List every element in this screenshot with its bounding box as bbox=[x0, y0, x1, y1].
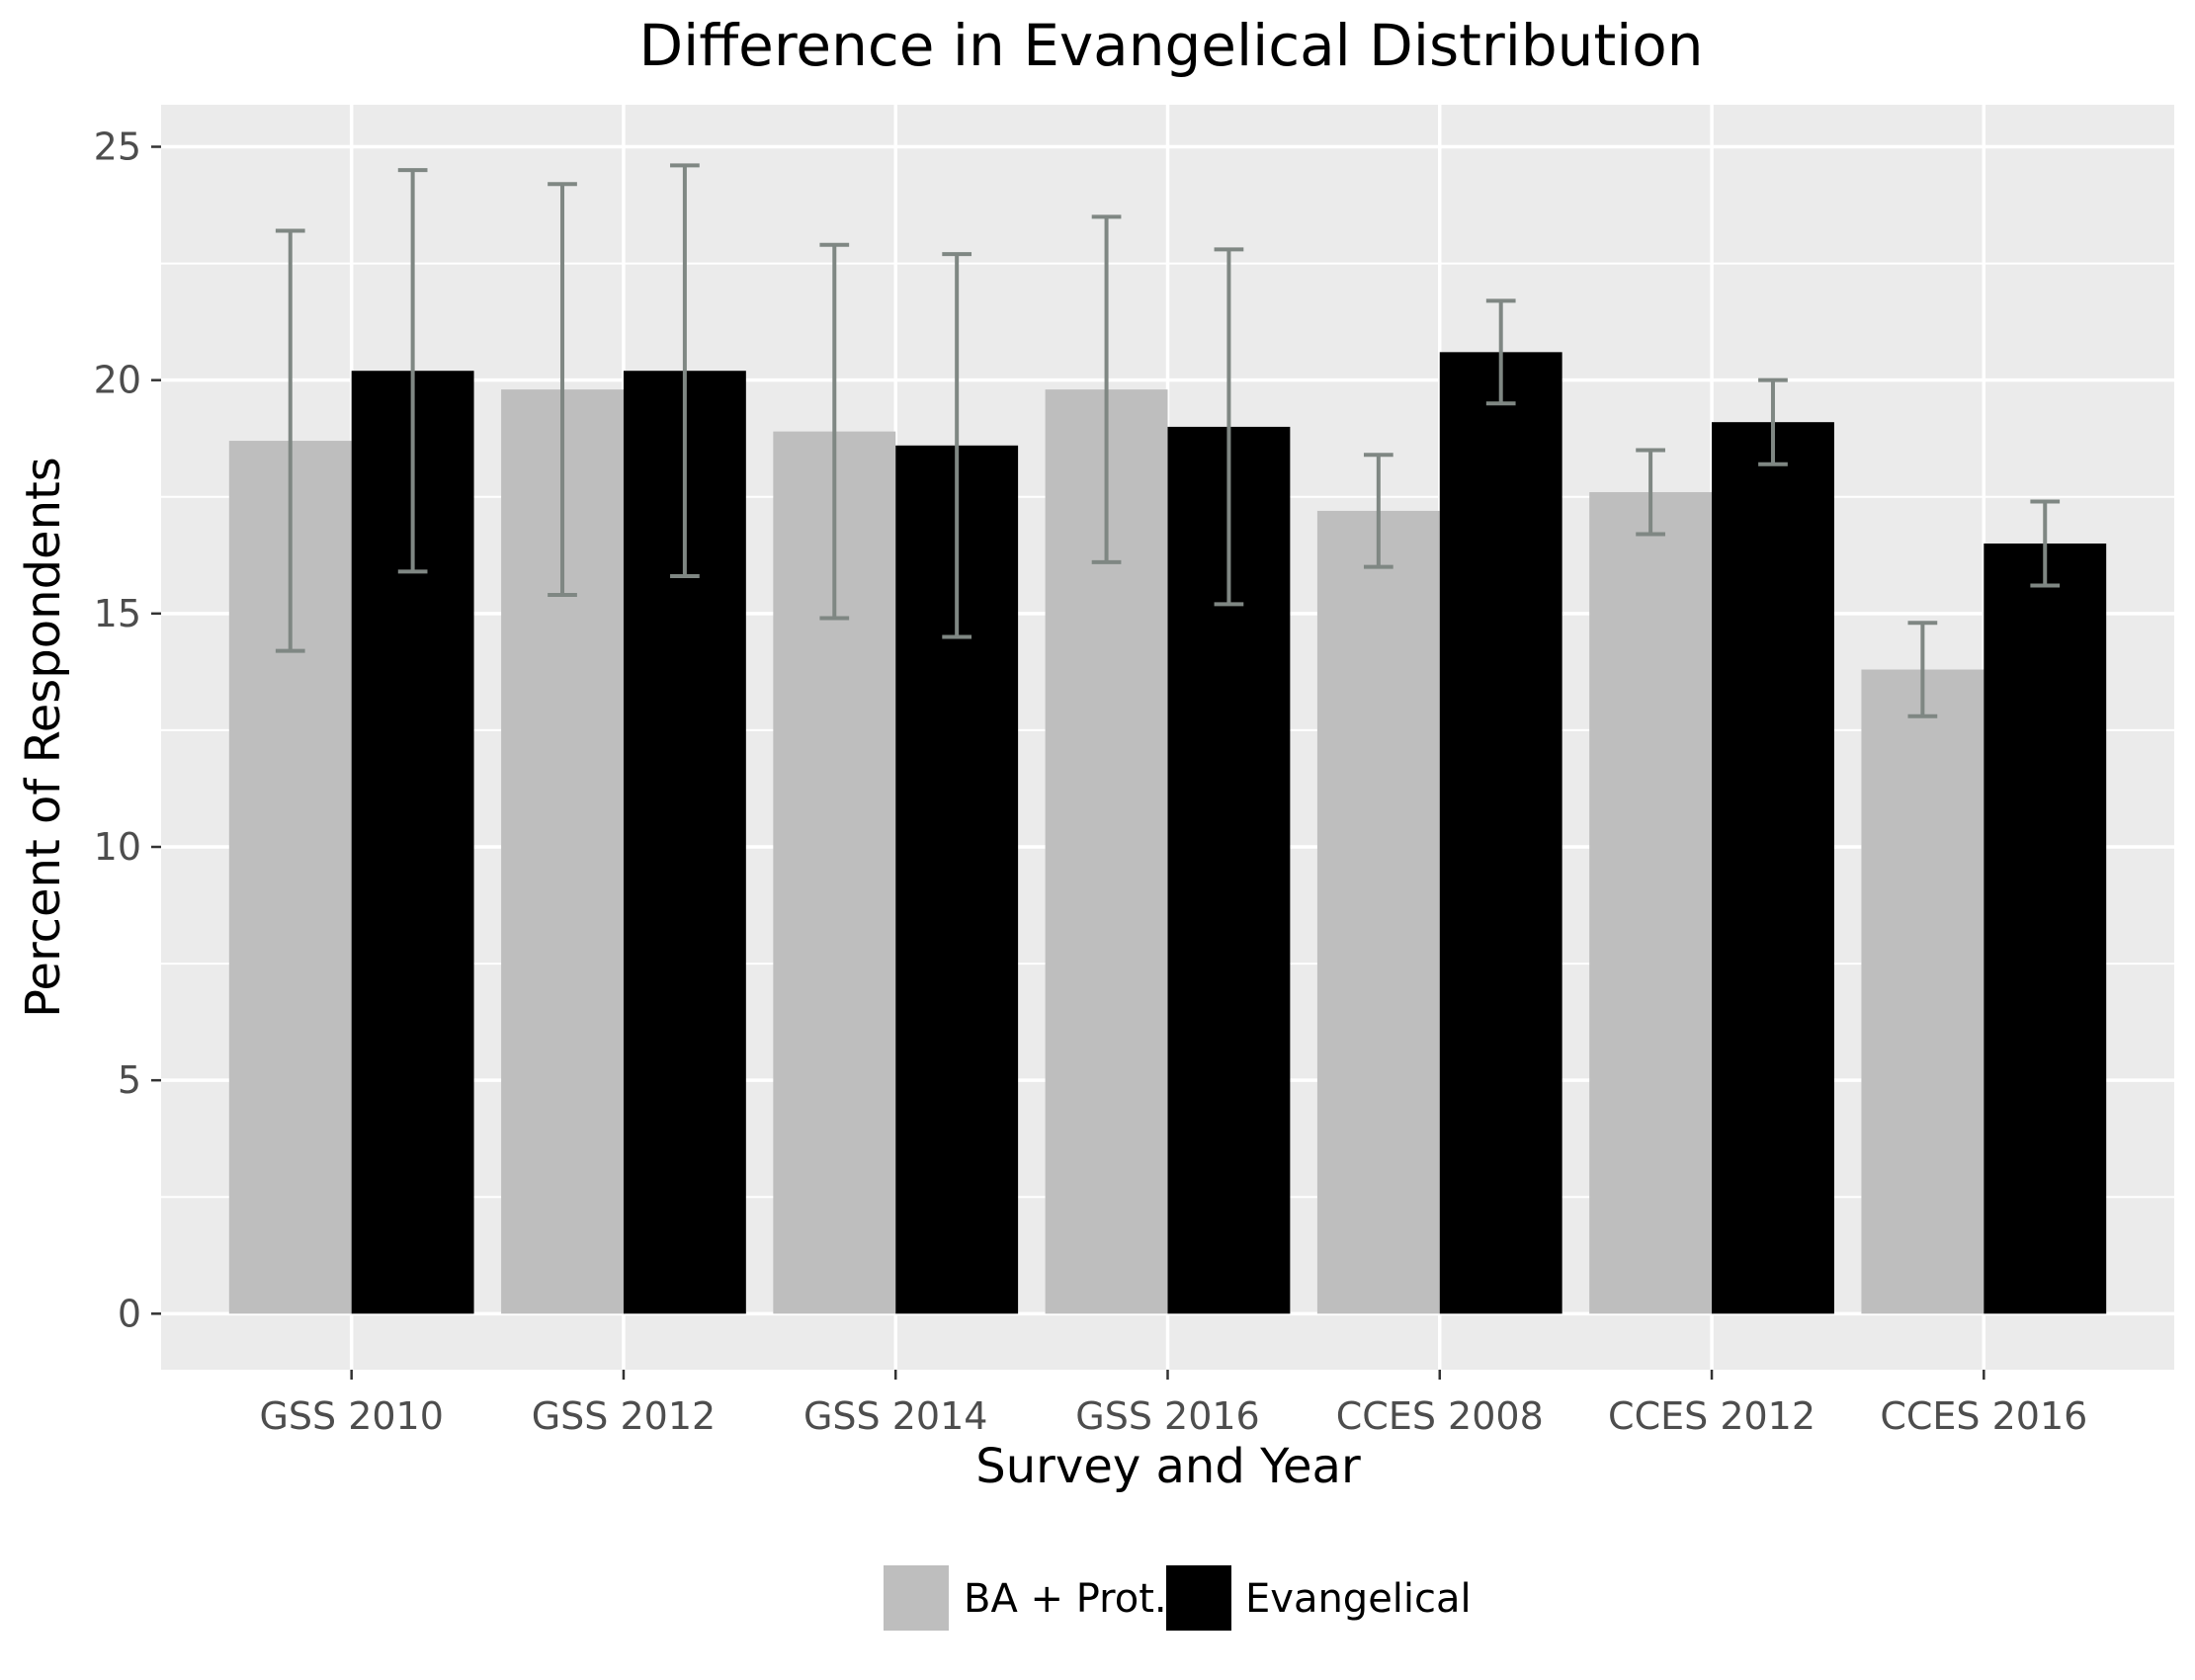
error-bar-evangelical bbox=[1758, 378, 1788, 466]
bar-evangelical bbox=[1984, 543, 2107, 1314]
error-bar-ba-prot bbox=[548, 182, 577, 597]
error-bar-evangelical bbox=[1485, 298, 1516, 406]
y-tick-label: 10 bbox=[94, 825, 141, 869]
legend: BA + Prot. Evangelical bbox=[884, 1565, 1472, 1631]
x-tick-label: GSS 2014 bbox=[803, 1394, 987, 1438]
legend-label-evangelical: Evangelical bbox=[1245, 1576, 1472, 1622]
error-bar-evangelical bbox=[942, 252, 972, 639]
y-tick-label: 25 bbox=[94, 126, 141, 169]
bar-ba-prot bbox=[1861, 669, 1984, 1314]
x-tick-label: CCES 2012 bbox=[1608, 1394, 1815, 1438]
y-axis-title: Percent of Respondents bbox=[16, 457, 71, 1018]
y-axis-ticks: 0 5 10 15 20 25 bbox=[94, 126, 161, 1335]
x-tick-label: CCES 2016 bbox=[1880, 1394, 2087, 1438]
error-bar-evangelical bbox=[2030, 499, 2061, 588]
bar-evangelical bbox=[1439, 352, 1562, 1314]
x-tick-label: GSS 2010 bbox=[259, 1394, 443, 1438]
error-bar-ba-prot bbox=[1091, 214, 1122, 564]
error-bar-evangelical bbox=[670, 163, 700, 579]
x-tick-label: GSS 2016 bbox=[1075, 1394, 1259, 1438]
y-tick-label: 20 bbox=[94, 359, 141, 402]
error-bar-ba-prot bbox=[1363, 453, 1393, 569]
error-bar-evangelical bbox=[1214, 247, 1244, 607]
x-tick-label: CCES 2008 bbox=[1336, 1394, 1544, 1438]
error-bars bbox=[275, 163, 2061, 718]
x-axis-ticks: GSS 2010 GSS 2012 GSS 2014 GSS 2016 CCES 200… bbox=[259, 1370, 2087, 1438]
y-tick-label: 15 bbox=[94, 592, 141, 635]
bars bbox=[228, 352, 2107, 1314]
error-bar-evangelical bbox=[397, 168, 428, 574]
legend-key-evangelical bbox=[1166, 1565, 1231, 1631]
error-bar-ba-prot bbox=[1636, 448, 1665, 537]
x-axis-title: Survey and Year bbox=[975, 1439, 1361, 1494]
y-tick-label: 5 bbox=[118, 1058, 141, 1102]
error-bar-ba-prot bbox=[1907, 621, 1938, 718]
y-tick-label: 0 bbox=[118, 1292, 141, 1335]
x-tick-label: GSS 2012 bbox=[532, 1394, 716, 1438]
bar-ba-prot bbox=[1589, 492, 1713, 1314]
error-bar-ba-prot bbox=[275, 228, 305, 653]
bar-ba-prot bbox=[1316, 510, 1440, 1314]
bar-evangelical bbox=[1712, 422, 1834, 1314]
legend-label-ba-prot: BA + Prot. bbox=[964, 1576, 1167, 1622]
legend-key-ba-prot bbox=[884, 1565, 949, 1631]
chart-title: Difference in Evangelical Distribution bbox=[638, 12, 1703, 79]
error-bar-ba-prot bbox=[819, 242, 850, 621]
